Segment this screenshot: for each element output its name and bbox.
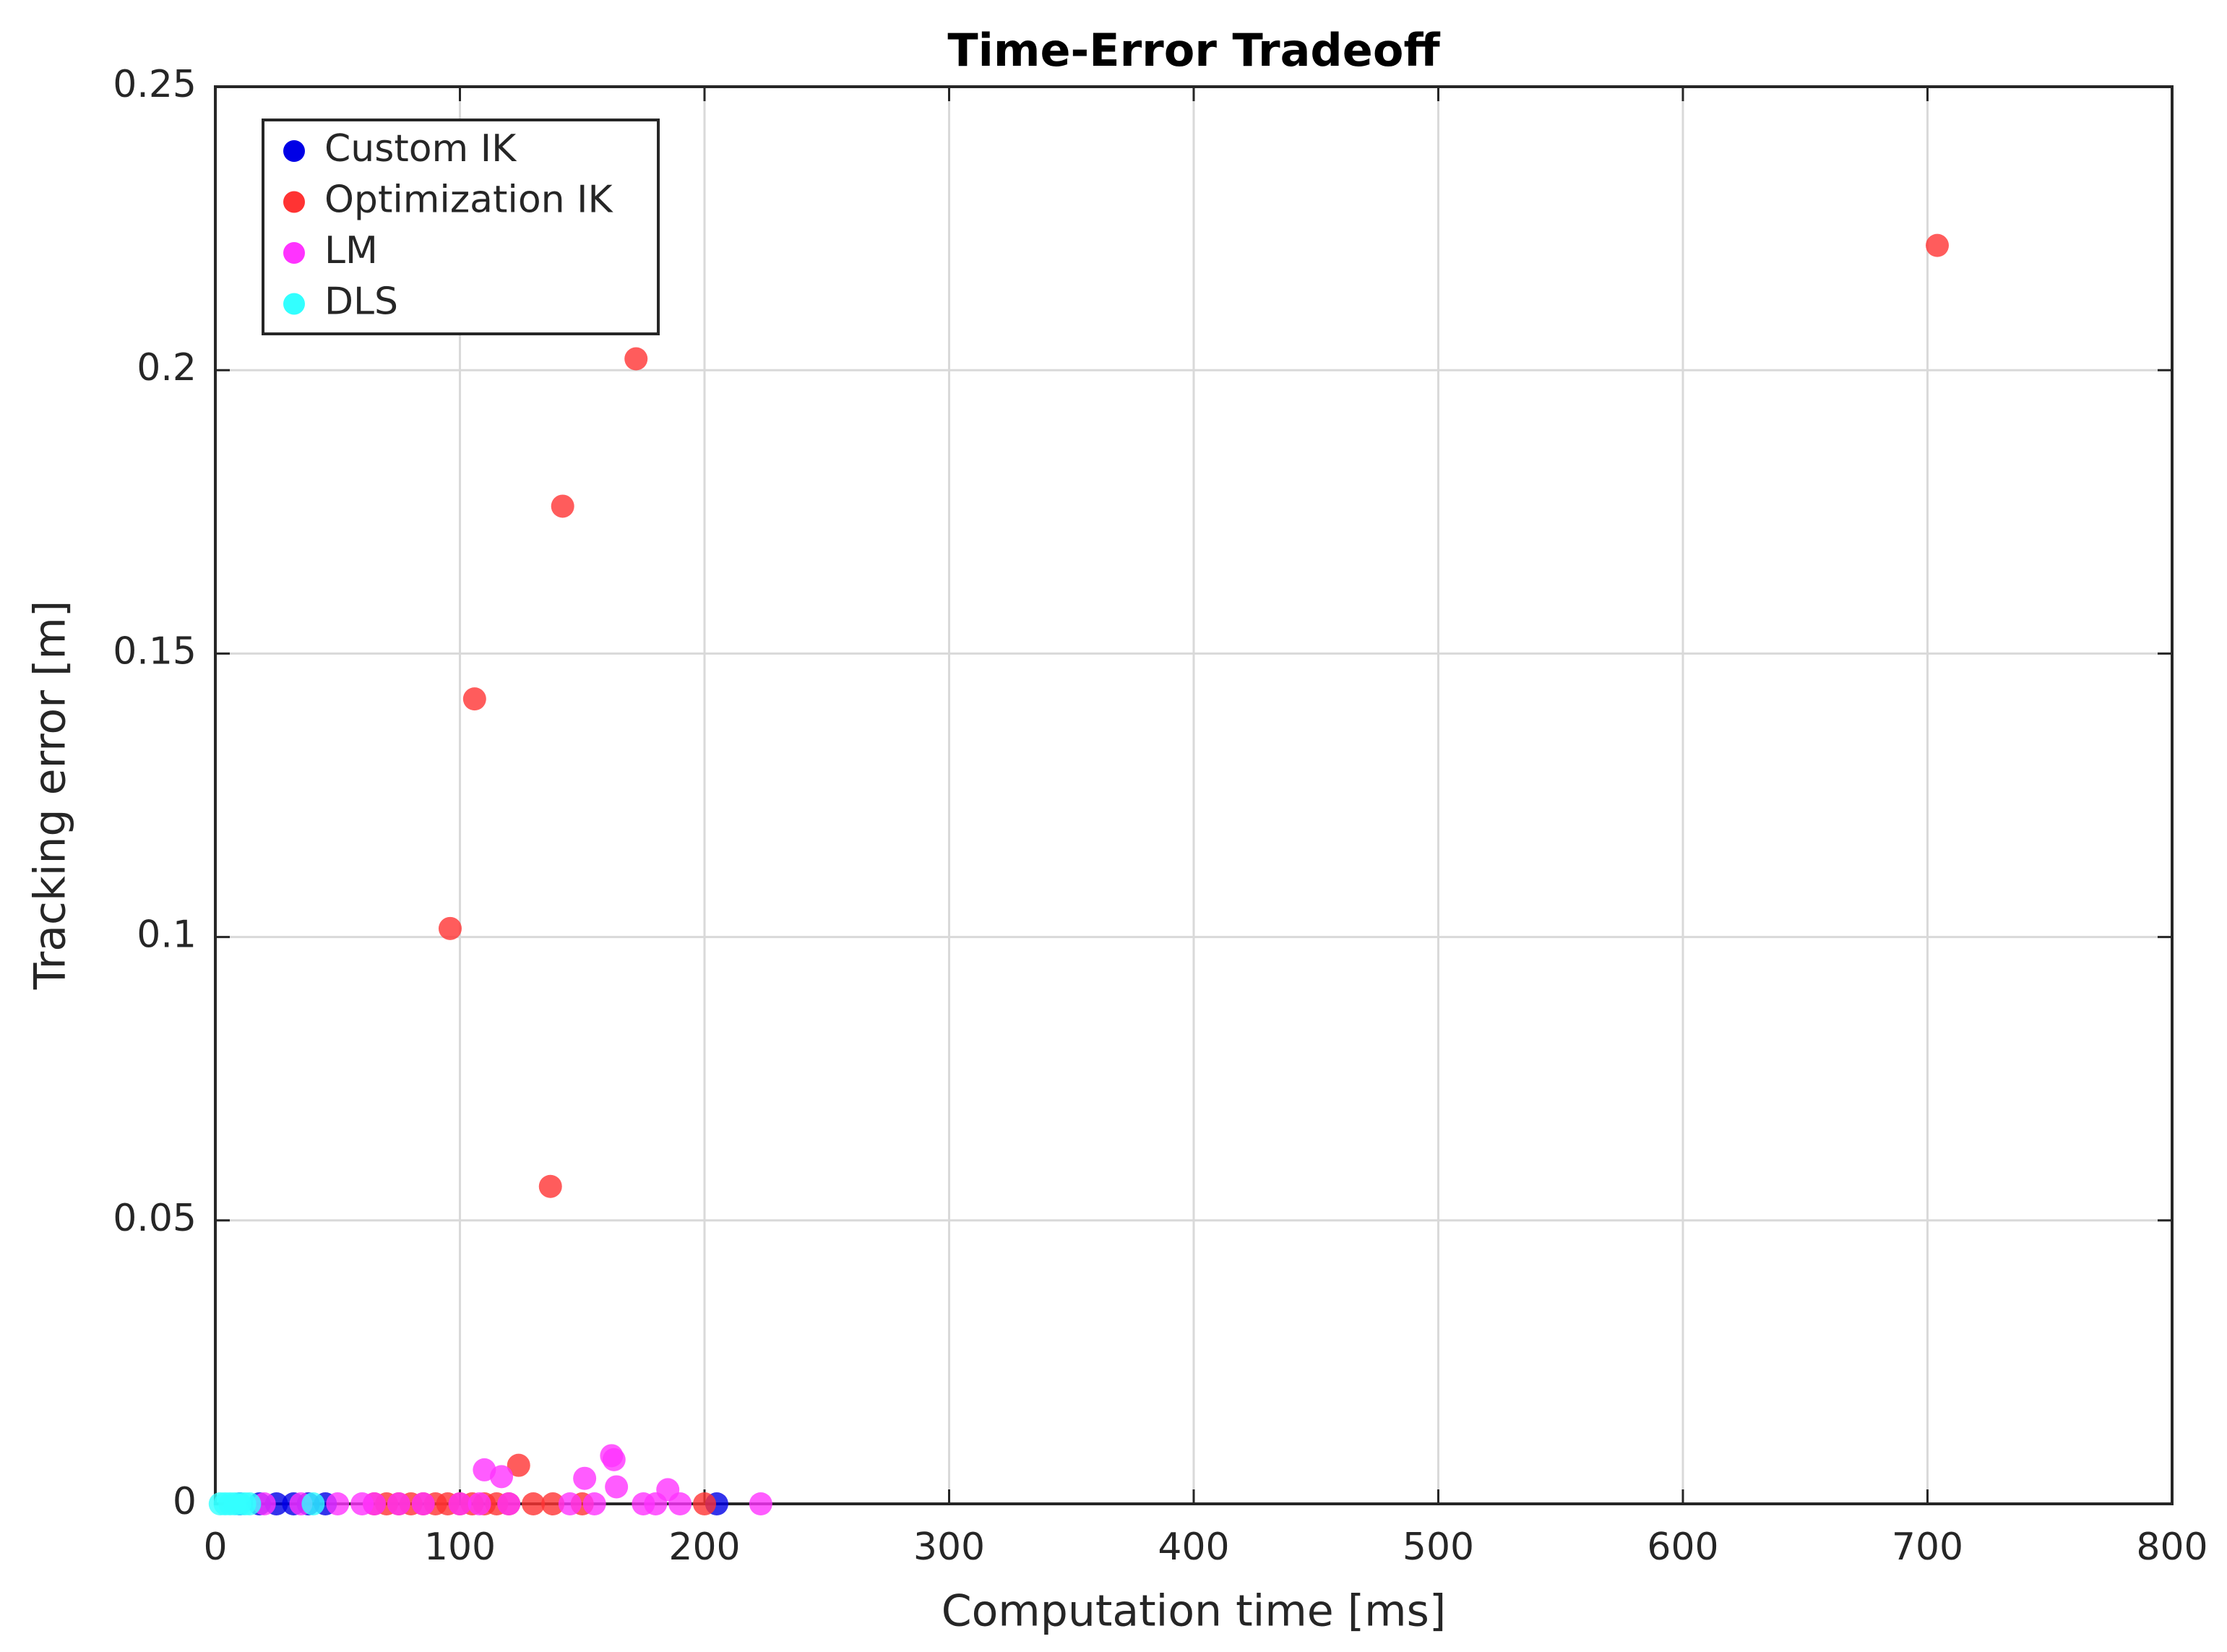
x-tick-label: 0: [203, 1526, 227, 1569]
x-tick-label: 200: [668, 1526, 740, 1569]
scatter-point: [507, 1453, 530, 1477]
plot-frame: [214, 85, 2174, 1505]
scatter-point: [438, 916, 462, 940]
x-tick-label: 300: [913, 1526, 985, 1569]
y-tick-label: 0.2: [137, 346, 197, 390]
legend: Custom IK Optimization IK LM DLS: [262, 119, 660, 335]
scatter-point: [387, 1492, 410, 1515]
x-tick-label: 500: [1403, 1526, 1474, 1569]
x-tick-label: 700: [1892, 1526, 1963, 1569]
scatter-point: [522, 1492, 546, 1515]
y-tick-label: 0.15: [113, 629, 197, 673]
legend-marker: [283, 191, 305, 213]
x-tick-label: 600: [1647, 1526, 1718, 1569]
y-tick-label: 0.25: [113, 63, 197, 106]
legend-marker: [283, 242, 305, 264]
y-axis-label: Tracking error [m]: [25, 601, 76, 990]
x-axis-label: Computation time [ms]: [942, 1586, 1447, 1637]
scatter-point: [644, 1492, 668, 1515]
scatter-point: [1926, 233, 1950, 257]
scatter-point: [624, 347, 648, 371]
scatter-point: [538, 1174, 562, 1198]
legend-label: Optimization IK: [324, 178, 614, 222]
legend-marker: [283, 293, 305, 315]
chart-title: Time-Error Tradeoff: [947, 24, 1440, 77]
scatter-point: [602, 1447, 626, 1471]
scatter-point: [490, 1465, 514, 1489]
legend-marker: [283, 140, 305, 162]
scatter-point: [668, 1492, 692, 1515]
scatter-point: [363, 1492, 387, 1515]
scatter-point: [541, 1492, 565, 1515]
scatter-point: [582, 1492, 606, 1515]
scatter-point: [326, 1492, 350, 1515]
scatter-point: [468, 1492, 491, 1515]
scatter-point: [693, 1492, 716, 1515]
scatter-point: [301, 1492, 325, 1515]
y-tick-label: 0.1: [137, 913, 197, 957]
y-tick-label: 0.05: [113, 1197, 197, 1240]
scatter-point: [551, 494, 574, 518]
x-tick-label: 100: [424, 1526, 496, 1569]
x-tick-label: 800: [2136, 1526, 2207, 1569]
legend-label: LM: [324, 229, 378, 272]
scatter-point: [497, 1492, 521, 1515]
legend-label: DLS: [324, 280, 398, 324]
scatter-point: [573, 1466, 597, 1490]
scatter-point: [448, 1492, 472, 1515]
scatter-point: [411, 1492, 435, 1515]
scatter-point: [558, 1492, 582, 1515]
scatter-point: [462, 687, 486, 711]
legend-label: Custom IK: [324, 127, 517, 171]
scatter-point: [605, 1475, 629, 1499]
y-tick-label: 0: [173, 1480, 197, 1523]
scatter-point: [238, 1492, 262, 1515]
x-tick-label: 400: [1158, 1526, 1229, 1569]
legend-box: [262, 119, 660, 335]
scatter-point: [749, 1492, 772, 1515]
